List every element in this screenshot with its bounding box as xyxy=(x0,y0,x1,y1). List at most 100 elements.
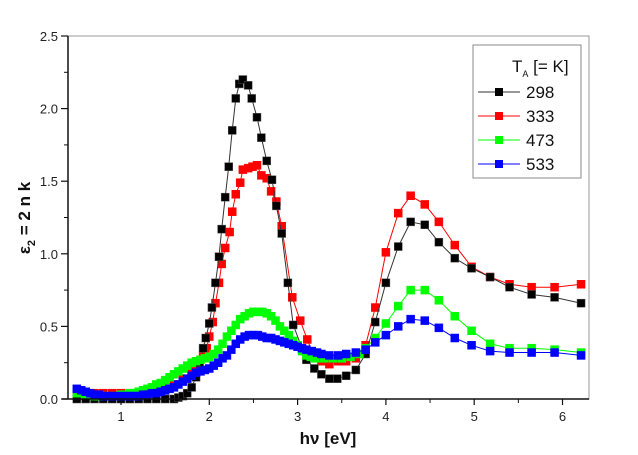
data-point-298 xyxy=(207,303,217,312)
legend-title-subscript: A xyxy=(522,69,528,79)
data-point-533 xyxy=(527,348,536,357)
data-point-298 xyxy=(224,162,233,171)
data-point-473 xyxy=(280,326,289,336)
data-point-333 xyxy=(576,280,586,289)
series-layer xyxy=(72,75,586,404)
data-point-298 xyxy=(333,374,342,383)
y-axis-title-rest: = 2 n k xyxy=(15,181,34,240)
data-point-298 xyxy=(277,229,286,238)
data-point-533 xyxy=(505,348,514,357)
svg-text:ε2 = 2 n k: ε2 = 2 n k xyxy=(15,181,38,254)
data-point-298 xyxy=(406,217,415,227)
legend-entry-473: 473 xyxy=(478,131,554,150)
data-point-473 xyxy=(420,285,430,295)
data-point-298 xyxy=(252,113,262,122)
data-point-333 xyxy=(277,221,286,231)
data-point-298 xyxy=(257,133,266,142)
data-point-533 xyxy=(467,341,476,350)
data-point-333 xyxy=(527,282,536,292)
data-point-298 xyxy=(467,264,476,273)
data-point-298 xyxy=(351,365,361,375)
data-point-333 xyxy=(406,191,415,200)
series-533 xyxy=(72,314,586,401)
legend-label: 333 xyxy=(526,107,554,126)
data-point-298 xyxy=(341,371,351,381)
y-tick-label: 1.0 xyxy=(40,247,58,262)
legend-marker xyxy=(495,160,503,168)
data-point-298 xyxy=(381,278,391,288)
data-point-298 xyxy=(198,343,208,353)
data-point-533 xyxy=(394,322,403,331)
x-tick-label: 2 xyxy=(206,409,213,424)
x-axis-title: hν [eV] xyxy=(300,429,357,448)
data-point-333 xyxy=(225,227,234,237)
data-point-333 xyxy=(420,200,430,209)
data-point-473 xyxy=(467,326,476,336)
data-point-298 xyxy=(217,224,226,234)
data-point-533 xyxy=(576,351,586,360)
data-point-533 xyxy=(213,358,223,367)
legend-marker xyxy=(495,136,503,144)
data-point-333 xyxy=(227,207,237,216)
legend-entry-533: 533 xyxy=(478,155,554,174)
data-point-473 xyxy=(275,322,285,331)
data-point-533 xyxy=(381,330,391,340)
data-point-298 xyxy=(214,252,224,261)
data-point-298 xyxy=(371,317,380,327)
legend-title-rest: [= K] xyxy=(528,57,568,76)
legend-title: TA [= K] xyxy=(512,57,569,79)
data-point-298 xyxy=(238,75,248,84)
data-point-333 xyxy=(303,335,312,344)
data-point-298 xyxy=(527,290,536,299)
legend-entries: 298 333 473 533 xyxy=(478,83,554,174)
data-point-473 xyxy=(222,332,232,341)
data-point-333 xyxy=(266,187,276,196)
data-point-533 xyxy=(434,323,444,333)
data-point-333 xyxy=(550,282,559,292)
data-point-333 xyxy=(394,208,403,218)
data-point-473 xyxy=(381,319,391,328)
data-point-333 xyxy=(252,160,262,170)
data-point-473 xyxy=(209,349,218,359)
data-point-298 xyxy=(485,272,495,282)
data-point-533 xyxy=(485,346,495,356)
data-point-473 xyxy=(284,330,294,340)
data-point-298 xyxy=(310,364,319,373)
data-point-473 xyxy=(266,311,276,321)
data-point-533 xyxy=(341,349,351,359)
legend-box xyxy=(472,44,582,179)
x-ticks: 1 2 3 4 5 6 xyxy=(76,399,566,424)
data-point-298 xyxy=(247,94,256,103)
legend-label: 473 xyxy=(526,131,554,150)
data-point-333 xyxy=(220,243,230,253)
data-point-533 xyxy=(550,348,559,357)
y-axis-title-subscript: 2 xyxy=(26,240,38,246)
data-point-333 xyxy=(288,293,297,302)
data-point-298 xyxy=(227,126,237,135)
y-tick-label: 2.5 xyxy=(40,29,58,44)
legend-entry-333: 333 xyxy=(478,107,554,126)
data-point-298 xyxy=(505,282,514,292)
data-point-473 xyxy=(394,301,403,311)
data-point-333 xyxy=(381,248,391,257)
y-axis-title: ε2 = 2 n k xyxy=(15,181,38,254)
data-point-333 xyxy=(434,217,444,227)
data-point-298 xyxy=(272,201,281,211)
y-ticks: 0.0 0.5 1.0 1.5 2.0 2.5 xyxy=(40,29,68,407)
data-point-533 xyxy=(361,345,370,354)
x-tick-label: 4 xyxy=(382,409,389,424)
data-point-533 xyxy=(420,316,430,325)
data-point-298 xyxy=(325,374,334,383)
data-point-473 xyxy=(450,311,460,321)
legend-entry-298: 298 xyxy=(478,83,554,102)
y-axis-title-epsilon: ε xyxy=(15,246,34,254)
data-point-533 xyxy=(450,333,460,343)
legend-label: 298 xyxy=(526,83,554,102)
data-point-533 xyxy=(317,349,326,359)
data-point-298 xyxy=(450,253,460,263)
y-tick-label: 0.0 xyxy=(40,392,58,407)
series-298 xyxy=(72,75,586,404)
data-point-298 xyxy=(211,278,220,288)
data-point-298 xyxy=(283,278,293,288)
data-point-473 xyxy=(271,316,280,325)
